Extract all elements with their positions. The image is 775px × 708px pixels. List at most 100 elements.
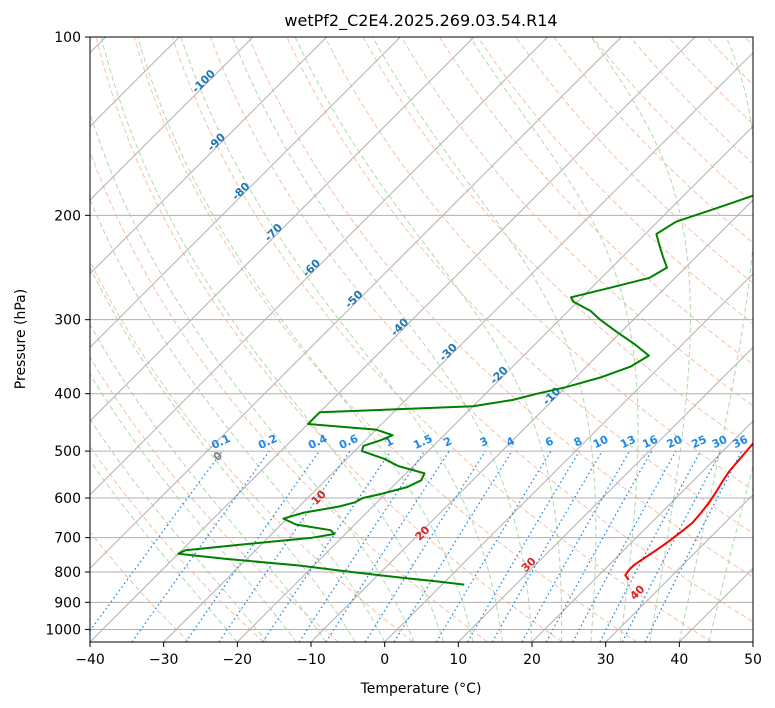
dry-adiabat-line xyxy=(133,37,638,642)
mixing-ratio-line xyxy=(262,450,392,642)
moist-adiabat-line xyxy=(90,266,356,642)
mixing-ratio-label: 36 xyxy=(731,433,751,451)
moist-adiabat-line xyxy=(90,323,327,642)
mixing-ratio-label: 0.4 xyxy=(306,432,329,452)
dry-adiabat-line xyxy=(515,37,753,284)
isotherm-line xyxy=(163,51,753,642)
moist-adiabat-line xyxy=(590,37,691,642)
line-annotations: 0.1 0.2 0.4 0.6 1 1.5 2 3 4 6 8 10 13 16 20 25 30 36-100-… xyxy=(189,67,750,603)
dry-adiabat-label: 20 xyxy=(413,523,433,543)
dry-adiabat-line xyxy=(90,356,339,642)
mixing-ratio-line xyxy=(435,450,552,642)
dry-adiabat-line xyxy=(591,37,753,204)
y-tick-label: 400 xyxy=(54,387,81,403)
isotherm-line xyxy=(90,37,401,349)
mixing-ratio-label: 30 xyxy=(710,433,730,451)
mixing-ratio-label: 20 xyxy=(665,433,685,451)
mixing-ratio-line xyxy=(466,450,580,642)
dry-adiabat-line xyxy=(171,37,712,642)
dry-adiabat-line xyxy=(90,259,414,642)
moist-adiabat-line xyxy=(231,37,533,642)
isotherm-label: -50 xyxy=(342,288,365,311)
dry-adiabat-line xyxy=(553,37,753,244)
mixing-ratio-line xyxy=(545,450,653,642)
dry-adiabat-line xyxy=(210,37,753,623)
mixing-ratio-label: 8 xyxy=(572,434,584,449)
isotherm-line xyxy=(90,37,475,422)
mixing-ratio-line xyxy=(90,450,223,632)
moist-adiabat-line xyxy=(90,459,238,642)
mixing-ratio-line xyxy=(218,450,351,642)
moist-adiabat-line xyxy=(90,418,268,642)
isotherm-line xyxy=(90,37,549,496)
y-axis: 100 200 300 400 500 600 700 800 900 1000 xyxy=(45,30,90,638)
dry-adiabat-line xyxy=(248,37,753,578)
background-lines xyxy=(90,37,753,642)
mixing-ratio-label: 10 xyxy=(591,433,611,451)
x-tick-label: −30 xyxy=(149,652,179,668)
dry-adiabat-line xyxy=(438,37,753,366)
x-tick-label: −20 xyxy=(223,652,253,668)
moist-adiabat-line xyxy=(90,198,386,642)
temperature-line xyxy=(624,441,753,581)
dry-adiabat-line xyxy=(90,150,488,642)
chart-title: wetPf2_C2E4.2025.269.03.54.R14 xyxy=(284,11,557,31)
x-tick-label: 40 xyxy=(670,652,688,668)
dry-adiabat-line xyxy=(90,445,264,642)
isotherm-line xyxy=(752,641,753,642)
x-tick-label: 20 xyxy=(523,652,541,668)
y-tick-label: 900 xyxy=(54,595,81,611)
y-tick-label: 100 xyxy=(54,30,81,46)
dry-adiabat-line xyxy=(400,37,753,407)
isotherm-line xyxy=(531,420,753,642)
y-tick-label: 700 xyxy=(54,531,81,547)
y-tick-label: 1000 xyxy=(45,622,81,638)
isotherm-line xyxy=(90,37,622,570)
dry-adiabat-line xyxy=(90,531,190,642)
isotherm-line xyxy=(678,567,753,642)
mixing-ratio-label: 25 xyxy=(689,433,708,451)
moist-adiabat-line xyxy=(372,37,597,642)
x-tick-label: 50 xyxy=(744,652,762,668)
isotherm-label: -90 xyxy=(205,130,228,153)
y-tick-label: 600 xyxy=(54,491,81,507)
dry-adiabat-line xyxy=(744,37,753,47)
y-tick-label: 500 xyxy=(54,444,81,460)
isotherm-line xyxy=(90,37,254,201)
mixing-ratio-line xyxy=(185,450,320,642)
mixing-ratio-label: 6 xyxy=(543,434,556,449)
x-tick-label: 0 xyxy=(380,652,389,668)
dry-adiabat-label: 40 xyxy=(627,582,647,602)
mixing-ratio-line xyxy=(572,450,677,642)
sounding-profiles xyxy=(177,194,753,586)
isotherm-line xyxy=(605,493,753,642)
moist-adiabat-line xyxy=(708,464,753,642)
isotherm-line xyxy=(90,37,328,275)
dewpoint-line xyxy=(177,194,753,586)
x-axis: −40 −30 −20 −10 0 10 20 30 40 50 xyxy=(75,642,762,668)
x-tick-label: 30 xyxy=(597,652,615,668)
x-tick-label: −10 xyxy=(296,652,326,668)
moist-adiabat-line xyxy=(180,37,503,642)
mixing-ratio-line xyxy=(621,450,722,642)
plot-frame xyxy=(89,36,754,643)
mixing-ratio-line xyxy=(325,450,450,642)
isotherm-label: -30 xyxy=(437,341,460,364)
mixing-ratio-label: 0.1 xyxy=(209,432,232,452)
mixing-ratio-label: 13 xyxy=(618,433,637,451)
dry-adiabat-line xyxy=(324,37,753,491)
moist-adiabat-line xyxy=(137,37,474,642)
isotherm-label: -40 xyxy=(388,315,411,338)
dry-adiabat-line xyxy=(362,37,753,449)
mixing-ratio-line xyxy=(298,450,425,642)
moist-adiabat-line xyxy=(90,111,415,642)
x-tick-label: 10 xyxy=(449,652,467,668)
y-tick-label: 200 xyxy=(54,208,81,224)
moist-adiabat-line xyxy=(100,37,445,642)
mixing-ratio-label: 16 xyxy=(640,433,660,451)
isotherm-line xyxy=(384,272,753,642)
isotherm-label: -20 xyxy=(487,363,510,386)
isotherm-line xyxy=(90,37,696,642)
moist-adiabat-line xyxy=(90,373,297,642)
